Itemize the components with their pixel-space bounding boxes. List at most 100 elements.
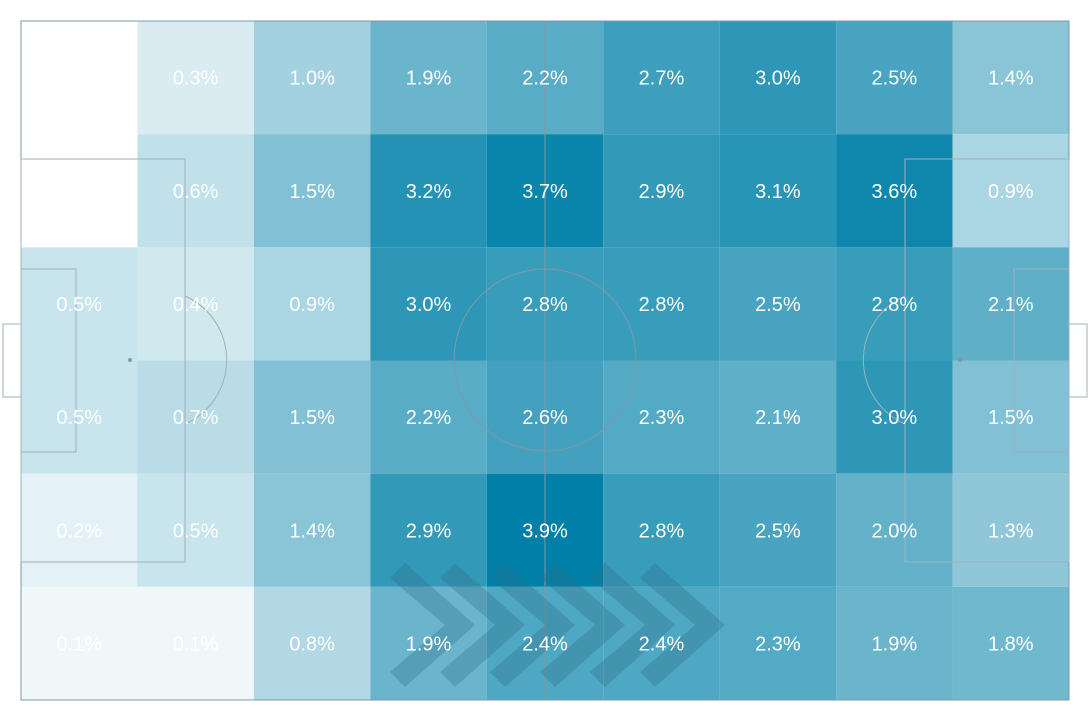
heatmap-cell: [719, 473, 837, 587]
heatmap-cell-label: 2.4%: [639, 633, 685, 655]
heatmap-cell-label: 2.0%: [872, 520, 918, 542]
heatmap-cell-label: 2.5%: [755, 294, 801, 316]
direction-chevron-icon: [390, 563, 475, 687]
left-penalty-spot: [128, 358, 132, 362]
heatmap-cell: [952, 21, 1069, 135]
heatmap-cell: [719, 360, 837, 474]
heatmap-cell: [603, 360, 720, 474]
heatmap-cell-label: 0.7%: [173, 407, 219, 429]
heatmap-cell: [253, 134, 371, 248]
heatmap-cell-label: 2.8%: [522, 294, 568, 316]
heatmap-cell: [253, 21, 371, 135]
center-circle: [453, 268, 637, 452]
heatmap-cell-label: 0.1%: [56, 633, 102, 655]
heatmap-cell-label: 2.7%: [639, 68, 685, 90]
heatmap-cell: [952, 134, 1069, 248]
heatmap-cell: [137, 21, 254, 135]
direction-chevron-icon: [590, 563, 675, 687]
heatmap-cell-label: 3.2%: [406, 181, 452, 203]
heatmap-cell-label: 3.1%: [755, 181, 801, 203]
direction-chevron-icon: [640, 563, 725, 687]
heatmap-cell-label: 2.9%: [639, 181, 685, 203]
heatmap-cell: [719, 247, 837, 361]
heatmap-cell: [253, 360, 371, 474]
heatmap-cell: [21, 473, 138, 587]
heatmap-cell-label: 1.5%: [289, 181, 335, 203]
heatmap-cell: [836, 21, 953, 135]
heatmap-cell-label: 3.0%: [406, 294, 452, 316]
heatmap-cell-label: 2.5%: [872, 68, 918, 90]
heatmap-cell: [253, 247, 371, 361]
heatmap-cell-label: 2.5%: [755, 520, 801, 542]
heatmap-cell-label: 2.3%: [755, 633, 801, 655]
heatmap-cell: [952, 360, 1069, 474]
right-goal: [1068, 323, 1088, 398]
heatmap-cell-label: 0.3%: [173, 68, 219, 90]
heatmap-cell-label: 3.0%: [755, 68, 801, 90]
heatmap-cell: [370, 586, 487, 700]
attack-direction-arrows: [390, 563, 725, 687]
heatmap-cell: [719, 21, 837, 135]
heatmap-cell: [952, 586, 1069, 700]
heatmap-cell-label: 0.2%: [56, 520, 102, 542]
heatmap-cell-label: 0.5%: [173, 520, 219, 542]
heatmap-cell-label: 2.8%: [872, 294, 918, 316]
heatmap-cell: [836, 247, 953, 361]
heatmap-cell: [137, 134, 254, 248]
heatmap-cell-label: 2.1%: [755, 407, 801, 429]
heatmap-cell: [836, 473, 953, 587]
heatmap-cell: [370, 473, 487, 587]
heatmap-cell: [603, 247, 720, 361]
heatmap-cell-label: 2.2%: [522, 68, 568, 90]
direction-chevron-icon: [490, 563, 575, 687]
heatmap-cell-label: 2.1%: [988, 294, 1034, 316]
heatmap-cell-label: 2.8%: [639, 294, 685, 316]
heatmap-cell-label: 2.3%: [639, 407, 685, 429]
heatmap-cell-label: 3.6%: [872, 181, 918, 203]
right-penalty-spot: [958, 358, 962, 362]
heatmap-cell: [21, 134, 138, 248]
heatmap-cell-label: 0.9%: [289, 294, 335, 316]
heatmap-cell-label: 2.2%: [406, 407, 452, 429]
heatmap-cell-label: 2.4%: [522, 633, 568, 655]
heatmap-cell: [836, 586, 953, 700]
heatmap-cell-label: 2.8%: [639, 520, 685, 542]
heatmap-cell-label: 1.5%: [289, 407, 335, 429]
heatmap-cell-label: 3.7%: [522, 181, 568, 203]
heatmap-cell: [603, 134, 720, 248]
heatmap-cell: [719, 134, 837, 248]
heatmap-cell: [370, 247, 487, 361]
heatmap-cell-label: 1.4%: [988, 68, 1034, 90]
heatmap-cell-label: 2.6%: [522, 407, 568, 429]
heatmap-cell-label: 0.5%: [56, 407, 102, 429]
heatmap-cell: [603, 473, 720, 587]
heatmap-cell: [836, 360, 953, 474]
heatmap-cell-label: 0.5%: [56, 294, 102, 316]
direction-chevron-icon: [440, 563, 525, 687]
heatmap-cell: [370, 360, 487, 474]
heatmap-cell: [253, 586, 371, 700]
heatmap-cell-label: 0.6%: [173, 181, 219, 203]
heatmap-cell: [137, 247, 254, 361]
heatmap-cell-label: 0.8%: [289, 633, 335, 655]
heatmap-cell-label: 3.9%: [522, 520, 568, 542]
heatmap-cell: [952, 473, 1069, 587]
heatmap-cell: [603, 21, 720, 135]
direction-chevron-icon: [540, 563, 625, 687]
left-goal: [2, 323, 22, 398]
heatmap-cell: [370, 134, 487, 248]
heatmap-cell-label: 1.9%: [406, 68, 452, 90]
right-penalty-arc: [862, 295, 906, 425]
heatmap-cell: [952, 247, 1069, 361]
heatmap-cell-label: 1.8%: [988, 633, 1034, 655]
heatmap-cell: [21, 21, 138, 135]
heatmap-cell: [21, 360, 138, 474]
heatmap-cell: [21, 247, 138, 361]
heatmap-cell-label: 0.4%: [173, 294, 219, 316]
left-penalty-arc: [184, 295, 228, 425]
heatmap-cell-label: 0.1%: [173, 633, 219, 655]
heatmap-cell: [603, 586, 720, 700]
pitch-markings: [2, 20, 1088, 701]
heatmap-cell-label: 2.9%: [406, 520, 452, 542]
